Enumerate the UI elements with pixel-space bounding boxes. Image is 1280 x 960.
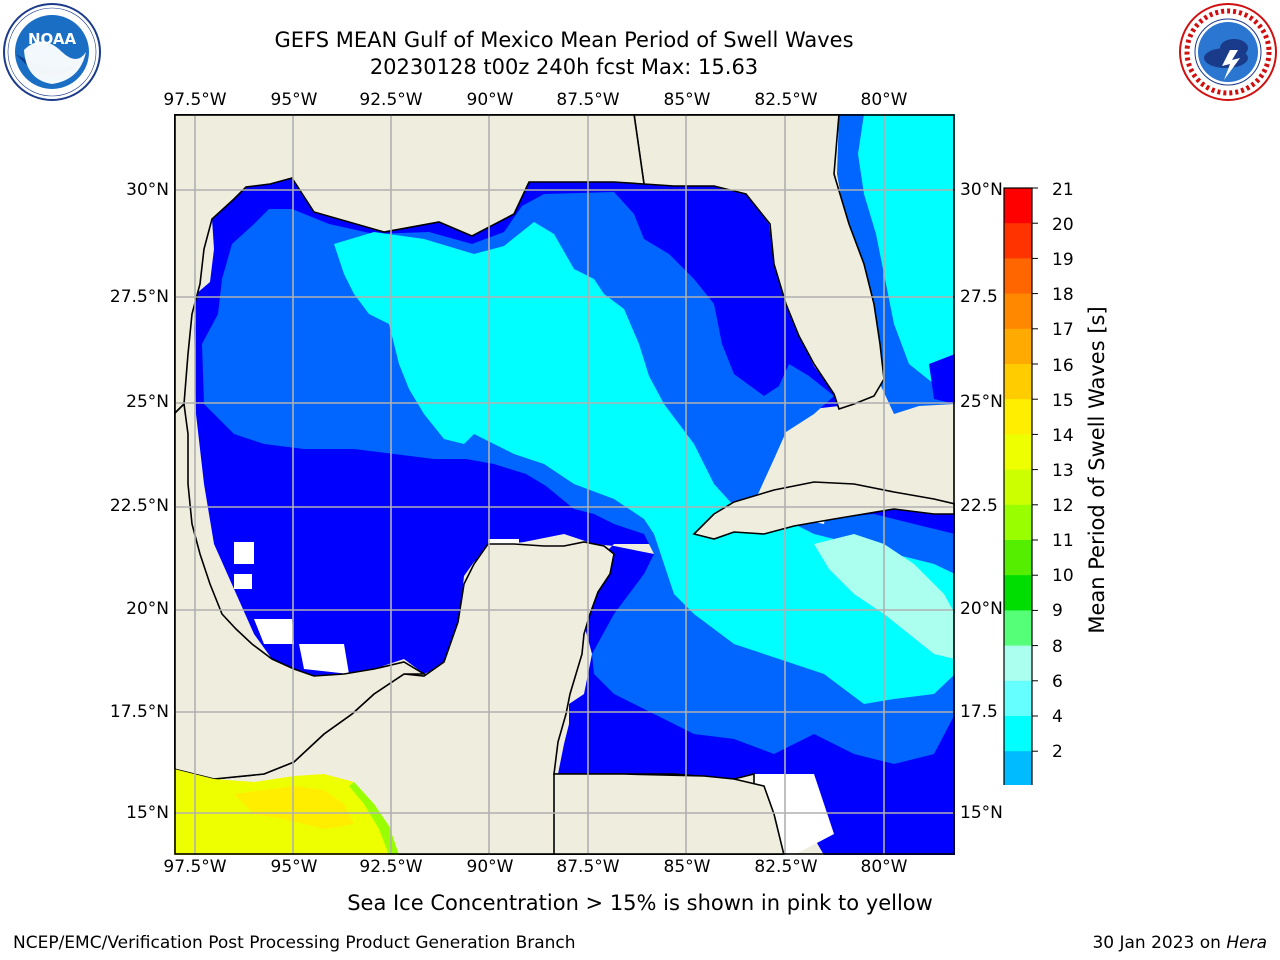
colorbar-segment: [1004, 434, 1032, 471]
colorbar-segment: [1004, 188, 1032, 224]
noaa-logo-text: NOAA: [28, 30, 77, 48]
lon-label: 80°W: [860, 90, 908, 110]
atlantic-water-2-4: [929, 354, 955, 404]
footer-date-text: 30 Jan 2023 on: [1092, 933, 1221, 953]
lon-label: 97.5°W: [163, 90, 227, 110]
lat-label: 25°N: [126, 392, 169, 412]
colorbar-segment: [1004, 610, 1032, 647]
colorbar-segment: [1004, 328, 1032, 365]
lat-label: 15°N: [126, 803, 169, 823]
lat-label: 22.5: [960, 496, 998, 516]
lat-label: 25°N: [960, 392, 1003, 412]
lon-label: 80°W: [860, 857, 908, 877]
footer-host: Hera: [1226, 933, 1267, 953]
lat-label: 17.5: [960, 702, 998, 722]
lon-label: 85°W: [663, 90, 711, 110]
lon-label: 97.5°W: [163, 857, 227, 877]
lon-label: 82.5°W: [754, 90, 818, 110]
colorbar-tick: 19: [1052, 250, 1074, 270]
colorbar-segment: [1004, 575, 1032, 611]
map-frame: [174, 114, 955, 855]
colorbar-tick: 10: [1052, 566, 1074, 586]
colorbar-tick: 13: [1052, 461, 1074, 481]
colorbar-segment: [1004, 223, 1032, 259]
pacific-high-values-inner: [234, 786, 354, 829]
lat-label: 17.5°N: [109, 702, 169, 722]
colorbar-segment: [1004, 399, 1032, 435]
no-data-block: [254, 619, 294, 644]
no-data-block: [234, 574, 252, 589]
footer-date: 30 Jan 2023 on Hera: [1092, 933, 1267, 953]
cuba-land: [692, 481, 955, 540]
lat-label: 22.5°N: [109, 496, 169, 516]
lon-label: 87.5°W: [556, 90, 620, 110]
lon-label: 87.5°W: [556, 857, 620, 877]
colorbar-segment: [1004, 258, 1032, 295]
colorbar-tick: 4: [1052, 707, 1063, 727]
lat-label: 15°N: [960, 803, 1003, 823]
nws-logo: [1178, 2, 1278, 102]
colorbar: [1003, 187, 1038, 785]
colorbar-segment: [1004, 645, 1032, 682]
lon-label: 92.5°W: [359, 90, 423, 110]
colorbar-tick: 14: [1052, 426, 1074, 446]
lat-label: 20°N: [126, 599, 169, 619]
mexico-land: [174, 402, 427, 780]
atlantic-water: [839, 114, 955, 404]
map-gridlines: [174, 114, 955, 855]
colorbar-tick: 9: [1052, 601, 1063, 621]
colorbar-tick: 17: [1052, 320, 1074, 340]
chart-title: GEFS MEAN Gulf of Mexico Mean Period of …: [274, 28, 854, 52]
sea-ice-note-text: Sea Ice Concentration > 15% is shown in …: [347, 891, 933, 915]
no-data-block: [299, 644, 349, 674]
colorbar-tick: 15: [1052, 391, 1074, 411]
colorbar-segment: [1004, 540, 1032, 576]
colorbar-title: Mean Period of Swell Waves [s]: [1085, 306, 1109, 634]
colorbar-tick: 8: [1052, 637, 1063, 657]
colorbar-tick: 6: [1052, 672, 1063, 692]
lon-label: 90°W: [466, 857, 514, 877]
colorbar-tick: 12: [1052, 496, 1074, 516]
colorbar-segment: [1004, 751, 1032, 785]
lon-label: 92.5°W: [359, 857, 423, 877]
colorbar-segment: [1004, 680, 1032, 717]
colorbar-segment: [1004, 716, 1032, 752]
lat-label: 30°N: [126, 180, 169, 200]
map-panel: [174, 114, 955, 855]
colorbar-tick: 18: [1052, 285, 1074, 305]
lat-label: 27.5°N: [109, 287, 169, 307]
colorbar-tick: 21: [1052, 180, 1074, 200]
colorbar-tick: 20: [1052, 215, 1074, 235]
no-data-block: [234, 542, 254, 564]
lon-label: 95°W: [270, 90, 318, 110]
colorbar-segment: [1004, 293, 1032, 330]
colorbar-segment: [1004, 504, 1032, 541]
lon-label: 90°W: [466, 90, 514, 110]
noaa-logo: NOAA: [2, 2, 102, 102]
pacific-edge-green: [349, 782, 399, 855]
colorbar-tick: 11: [1052, 531, 1074, 551]
colorbar-segment: [1004, 469, 1032, 506]
lat-label: 20°N: [960, 599, 1003, 619]
chart-subtitle: 20230128 t00z 240h fcst Max: 15.63: [369, 55, 759, 79]
colorbar-tick: 16: [1052, 356, 1074, 376]
colorbar-tick: 2: [1052, 742, 1063, 762]
lon-label: 95°W: [270, 857, 318, 877]
sea-ice-note: Sea Ice Concentration > 15% is shown in …: [0, 891, 1280, 915]
colorbar-segment: [1004, 364, 1032, 400]
lon-label: 85°W: [663, 857, 711, 877]
lat-label: 30°N: [960, 180, 1003, 200]
footer-credit: NCEP/EMC/Verification Post Processing Pr…: [13, 933, 576, 953]
lon-label: 82.5°W: [754, 857, 818, 877]
lat-label: 27.5: [960, 287, 998, 307]
central-america-land: [553, 773, 785, 855]
